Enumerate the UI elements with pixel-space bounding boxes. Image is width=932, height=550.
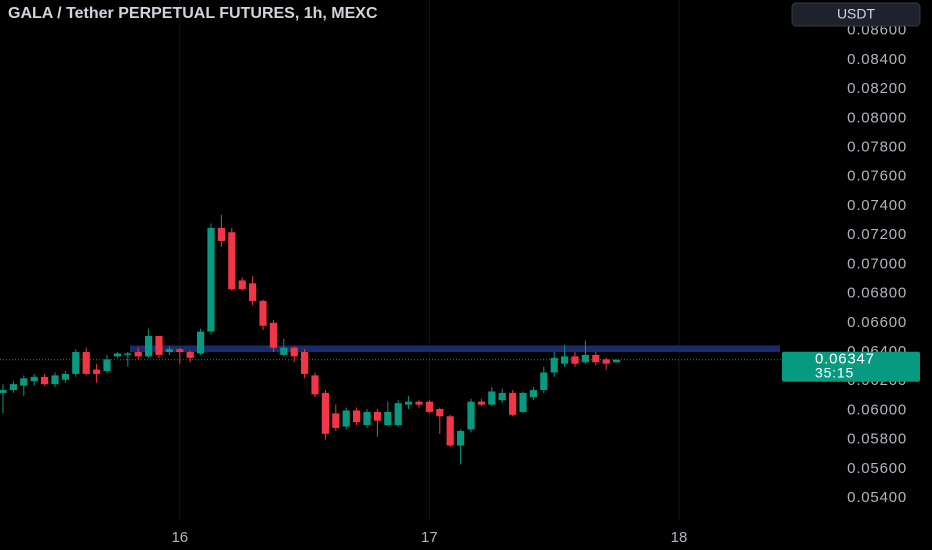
zone — [130, 345, 780, 353]
candle-body — [72, 352, 80, 374]
y-tick-label: 0.06600 — [847, 314, 907, 331]
candle-body — [321, 392, 329, 434]
candle-body — [249, 283, 257, 301]
candle-body — [592, 354, 600, 363]
candle-body — [581, 354, 589, 363]
candle-body — [93, 369, 101, 374]
x-tick-label: 16 — [171, 529, 188, 546]
candle-body — [332, 413, 340, 428]
candle-body — [311, 375, 319, 395]
candle-body — [228, 232, 236, 290]
y-tick-label: 0.07400 — [847, 197, 907, 214]
candle-body — [51, 375, 59, 385]
y-tick-label: 0.08200 — [847, 80, 907, 97]
y-tick-label: 0.06800 — [847, 285, 907, 302]
candle-body — [342, 410, 350, 427]
candle-body — [436, 408, 444, 417]
candle-body — [113, 353, 121, 357]
candle-body — [488, 391, 496, 405]
candle-body — [363, 411, 371, 426]
candle-body — [41, 376, 49, 385]
candle-body — [217, 227, 225, 242]
candle-body — [467, 401, 475, 430]
plot-area — [0, 0, 785, 520]
candle-body — [509, 392, 517, 415]
y-tick-label: 0.07800 — [847, 138, 907, 155]
candle-body — [145, 335, 153, 357]
x-tick-label: 17 — [421, 529, 438, 546]
candle-body — [176, 349, 184, 353]
candle-body — [30, 376, 38, 382]
candle-body — [165, 349, 173, 353]
y-tick-label: 0.07600 — [847, 168, 907, 185]
candle-body — [571, 356, 579, 364]
candle-body — [519, 392, 527, 412]
candle-body — [103, 359, 111, 372]
candle-body — [9, 384, 17, 390]
candle-body — [124, 353, 132, 355]
candle-body — [269, 322, 277, 348]
y-tick-label: 0.05600 — [847, 460, 907, 477]
candle-body — [477, 401, 485, 405]
candle-body — [186, 352, 194, 358]
last-price-label: 0.06347 — [815, 351, 875, 368]
candle-body — [446, 416, 454, 446]
candle-body — [561, 356, 569, 364]
candle-body — [498, 392, 506, 401]
y-tick-label: 0.08400 — [847, 51, 907, 68]
candle-body — [280, 347, 288, 355]
y-tick-label: 0.06000 — [847, 401, 907, 418]
candle-body — [207, 227, 215, 332]
candle-body — [134, 352, 142, 357]
y-tick-label: 0.07200 — [847, 226, 907, 243]
candle-body — [540, 372, 548, 390]
candle-body — [613, 359, 621, 363]
candle-body — [373, 411, 381, 421]
y-tick-label: 0.07000 — [847, 255, 907, 272]
candle-body — [415, 401, 423, 405]
price-axis: 0.054000.056000.058000.060000.062000.064… — [786, 22, 907, 506]
candle-body — [425, 401, 433, 412]
candle-body — [197, 331, 205, 354]
candle-body — [602, 359, 610, 364]
candle-body — [405, 401, 413, 405]
y-tick-label: 0.08000 — [847, 109, 907, 126]
chart-title: GALA / Tether PERPETUAL FUTURES, 1h, MEX… — [8, 5, 378, 22]
y-tick-label: 0.05800 — [847, 431, 907, 448]
candle-body — [259, 300, 267, 326]
candle-body — [384, 411, 392, 426]
candle-body — [290, 347, 298, 357]
candle-body — [155, 335, 163, 355]
candle-body — [353, 410, 361, 423]
candle-body — [238, 280, 246, 290]
currency-button[interactable] — [791, 2, 921, 27]
candle-body — [457, 430, 465, 446]
x-tick-label: 18 — [671, 529, 688, 546]
candle-body — [529, 390, 537, 398]
candle-body — [301, 352, 309, 374]
countdown-label: 35:15 — [815, 364, 854, 380]
candle-body — [394, 403, 402, 426]
candle-body — [20, 378, 28, 386]
y-tick-label: 0.05400 — [847, 489, 907, 506]
candle-body — [82, 352, 90, 374]
currency-button-label[interactable]: USDT — [837, 6, 876, 22]
candle-body — [61, 373, 69, 380]
candle-body — [0, 390, 7, 393]
last-price-box — [782, 351, 920, 382]
candle-body — [550, 357, 558, 373]
